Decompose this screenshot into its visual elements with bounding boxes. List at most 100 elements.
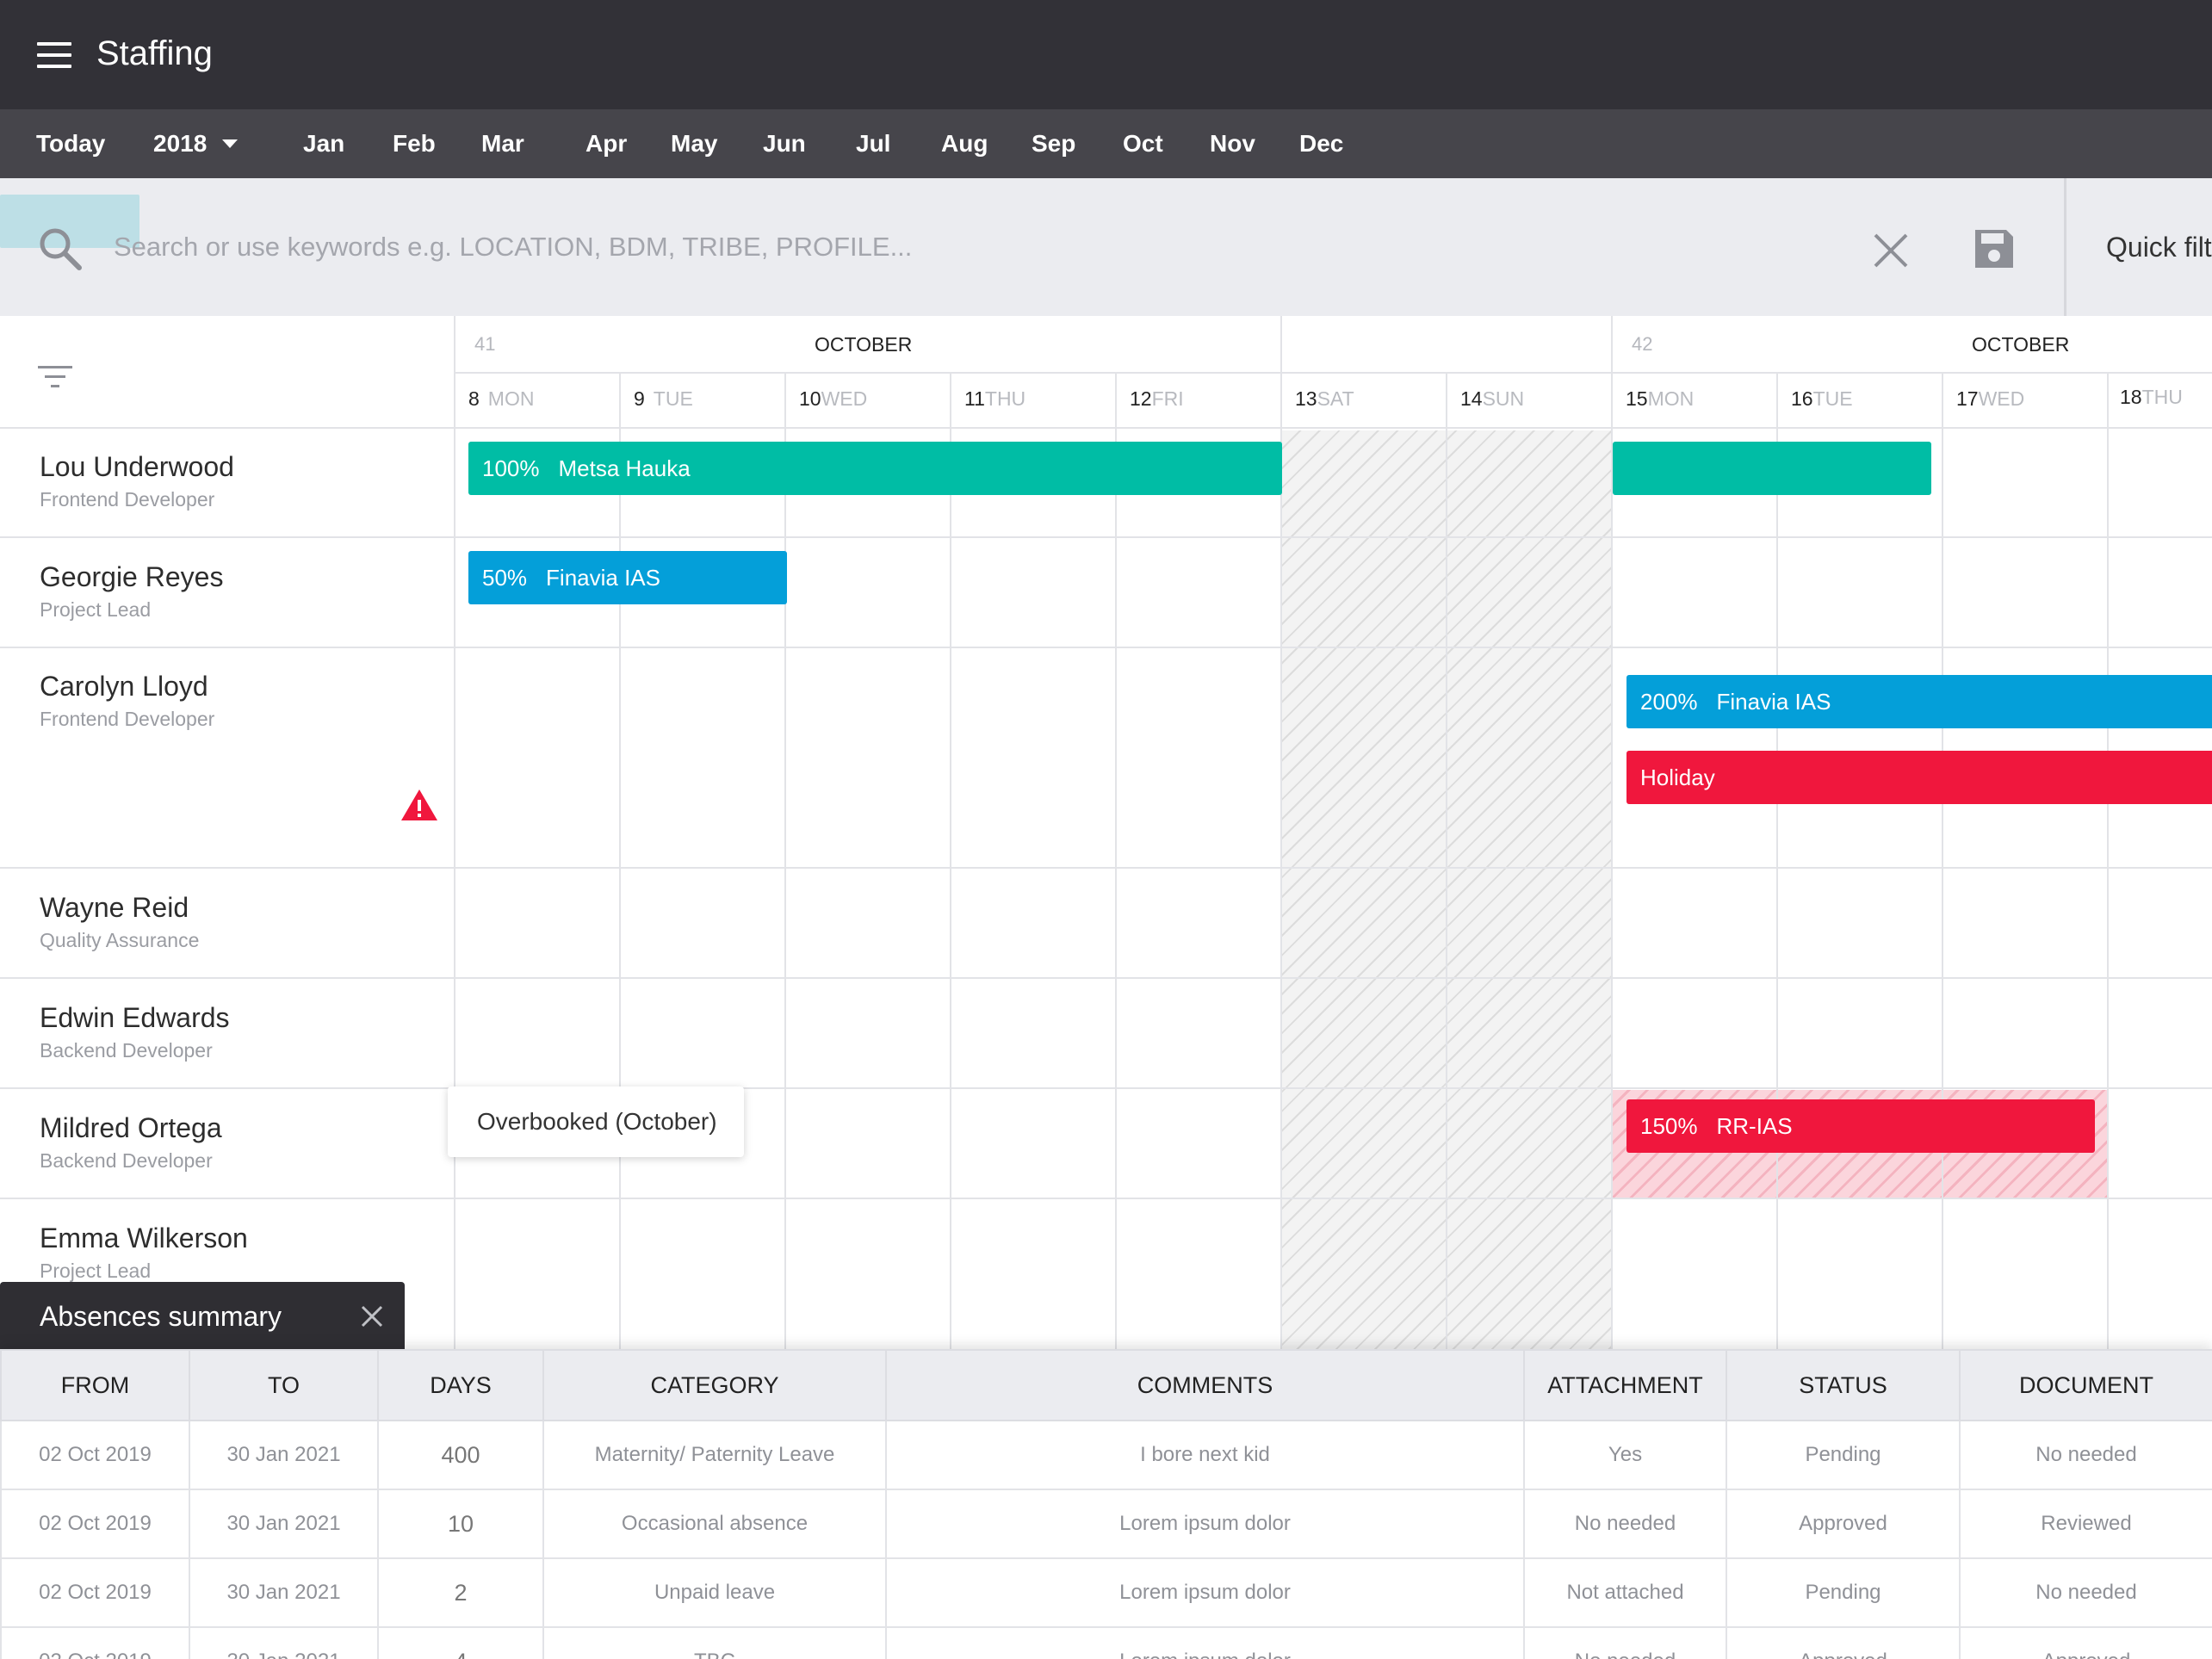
comments-cell: Lorem ipsum dolor xyxy=(885,1489,1525,1559)
today-button[interactable]: Today xyxy=(36,130,106,157)
grid-line xyxy=(0,536,2212,538)
grid-line xyxy=(1776,372,1778,1349)
month-apr[interactable]: Apr xyxy=(586,130,628,157)
week-month: OCTOBER xyxy=(1972,333,2070,356)
day-header[interactable]: 10WED xyxy=(799,387,868,410)
day-header[interactable]: 16TUE xyxy=(1791,387,1853,410)
close-icon[interactable] xyxy=(360,1304,384,1328)
booking-bar[interactable]: 200% Finavia IAS xyxy=(1626,675,2212,728)
booking-percent: 200% xyxy=(1640,689,1698,715)
column-header[interactable]: STATUS xyxy=(1726,1349,1961,1421)
grid-line xyxy=(1115,372,1117,1349)
person-role: Quality Assurance xyxy=(40,929,200,951)
month-may[interactable]: May xyxy=(671,130,718,157)
column-header[interactable]: FROM xyxy=(0,1349,190,1421)
close-icon[interactable] xyxy=(1870,230,1911,271)
month-dec[interactable]: Dec xyxy=(1299,130,1344,157)
booking-percent: 50% xyxy=(482,565,528,591)
month-mar[interactable]: Mar xyxy=(481,130,524,157)
day-header[interactable]: 13SAT xyxy=(1295,387,1354,410)
grid-line xyxy=(1942,372,1943,1349)
absences-title: Absences summary xyxy=(40,1301,282,1332)
grid-line xyxy=(1280,316,1282,1349)
to-cell: 30 Jan 2021 xyxy=(189,1626,379,1659)
day-header[interactable]: 9 TUE xyxy=(634,387,693,410)
year-select[interactable]: 2018 xyxy=(153,130,239,158)
day-header[interactable]: 8 MON xyxy=(468,387,535,410)
column-header[interactable]: DAYS xyxy=(377,1349,544,1421)
month-aug[interactable]: Aug xyxy=(941,130,988,157)
person-row[interactable]: Emma Wilkerson Project Lead xyxy=(40,1223,248,1283)
search-input[interactable] xyxy=(114,221,1750,273)
table-row[interactable]: 02 Oct 2019 30 Jan 2021 2 Unpaid leave L… xyxy=(0,1557,2212,1628)
month-nov[interactable]: Nov xyxy=(1210,130,1255,157)
person-row[interactable]: Lou Underwood Frontend Developer xyxy=(40,451,234,511)
day-header[interactable]: 12FRI xyxy=(1130,387,1184,410)
days-cell: 10 xyxy=(377,1489,544,1559)
status-cell: Pending xyxy=(1726,1420,1961,1490)
person-name: Emma Wilkerson xyxy=(40,1223,248,1254)
category-cell: Occasional absence xyxy=(542,1489,887,1559)
menu-icon[interactable] xyxy=(37,42,71,68)
status-cell: Approved xyxy=(1726,1489,1961,1559)
comments-cell: Lorem ipsum dolor xyxy=(885,1557,1525,1628)
to-cell: 30 Jan 2021 xyxy=(189,1557,379,1628)
attachment-cell: No needed xyxy=(1523,1489,1727,1559)
person-name: Georgie Reyes xyxy=(40,561,224,592)
table-row[interactable]: 02 Oct 2019 30 Jan 2021 4 TBC Lorem ipsu… xyxy=(0,1626,2212,1659)
grid-line xyxy=(950,372,951,1349)
booking-project: Holiday xyxy=(1640,765,1715,790)
booking-bar[interactable] xyxy=(1613,442,1931,495)
table-row[interactable]: 02 Oct 2019 30 Jan 2021 400 Maternity/ P… xyxy=(0,1420,2212,1490)
booking-bar[interactable]: 150% RR-IAS xyxy=(1626,1099,2095,1153)
month-feb[interactable]: Feb xyxy=(393,130,436,157)
month-jul[interactable]: Jul xyxy=(856,130,891,157)
search-divider xyxy=(2064,178,2066,316)
person-name: Edwin Edwards xyxy=(40,1002,230,1033)
column-header[interactable]: TO xyxy=(189,1349,379,1421)
comments-cell: I bore next kid xyxy=(885,1420,1525,1490)
save-icon[interactable] xyxy=(1972,226,2017,271)
column-header[interactable]: DOCUMENT xyxy=(1959,1349,2212,1421)
day-header[interactable]: 17WED xyxy=(1956,387,2025,410)
document-cell: No needed xyxy=(1959,1420,2212,1490)
from-cell: 02 Oct 2019 xyxy=(0,1626,190,1659)
person-role: Frontend Developer xyxy=(40,708,215,730)
month-sep[interactable]: Sep xyxy=(1032,130,1076,157)
days-cell: 400 xyxy=(377,1420,544,1490)
staffing-calendar: 41 OCTOBER 42 OCTOBER 8 MON 9 TUE 10WED 11… xyxy=(0,316,2212,1349)
column-header[interactable]: ATTACHMENT xyxy=(1523,1349,1727,1421)
overbooked-tooltip: Overbooked (October) xyxy=(448,1086,744,1157)
category-cell: TBC xyxy=(542,1626,887,1659)
month-oct[interactable]: Oct xyxy=(1123,130,1163,157)
grid-line xyxy=(1611,316,1613,1349)
booking-project: Finavia IAS xyxy=(1716,689,1831,715)
person-row[interactable]: Georgie Reyes Project Lead xyxy=(40,561,223,622)
table-row[interactable]: 02 Oct 2019 30 Jan 2021 10 Occasional ab… xyxy=(0,1489,2212,1559)
person-row[interactable]: Mildred Ortega Backend Developer xyxy=(40,1112,222,1173)
person-row[interactable]: Carolyn Lloyd Frontend Developer xyxy=(40,671,214,731)
person-row[interactable]: Wayne Reid Quality Assurance xyxy=(40,892,199,952)
person-role: Backend Developer xyxy=(40,1149,213,1172)
quick-filter-button[interactable]: Quick filt xyxy=(2106,232,2212,263)
day-header[interactable]: 11THU xyxy=(964,387,1026,410)
column-header[interactable]: CATEGORY xyxy=(542,1349,887,1421)
grid-line xyxy=(0,647,2212,648)
to-cell: 30 Jan 2021 xyxy=(189,1420,379,1490)
month-jun[interactable]: Jun xyxy=(763,130,806,157)
year-value: 2018 xyxy=(153,130,208,157)
person-row[interactable]: Edwin Edwards Backend Developer xyxy=(40,1002,230,1062)
column-header[interactable]: COMMENTS xyxy=(885,1349,1525,1421)
month-jan[interactable]: Jan xyxy=(303,130,345,157)
day-header[interactable]: 14SUN xyxy=(1460,387,1525,410)
warning-icon[interactable] xyxy=(400,788,439,822)
absences-summary-tab: Absences summary xyxy=(0,1282,405,1351)
grid-line xyxy=(0,1087,2212,1089)
booking-bar[interactable]: 100% Metsa Hauka xyxy=(468,442,1282,495)
booking-bar[interactable]: 50% Finavia IAS xyxy=(468,551,787,604)
filter-icon[interactable] xyxy=(38,364,72,390)
day-header[interactable]: 18THU xyxy=(2120,386,2183,408)
week-month: OCTOBER xyxy=(815,333,913,356)
day-header[interactable]: 15MON xyxy=(1626,387,1695,410)
holiday-bar[interactable]: Holiday xyxy=(1626,751,2212,804)
